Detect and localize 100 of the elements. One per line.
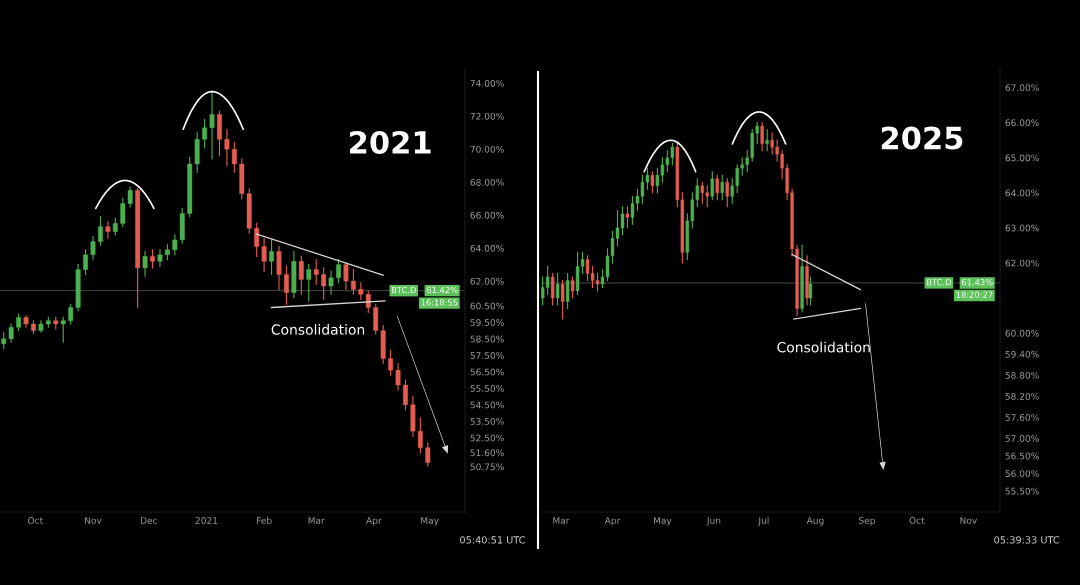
x-tick-label: Mar	[553, 517, 570, 524]
y-tick-label: 55.50%	[470, 385, 504, 392]
y-tick-label: 55.50%	[1005, 487, 1039, 495]
x-tick-label: Sep	[859, 517, 875, 526]
ref-line-label: BTC.D	[927, 279, 951, 286]
candlestick	[142, 250, 148, 277]
candlestick	[202, 118, 208, 149]
x-tick-label: Oct	[909, 517, 925, 524]
annotation: 18:20:27	[956, 291, 993, 298]
y-tick-label: 64.00%	[1005, 189, 1039, 197]
text: 05:39:33 UTC	[994, 536, 1060, 544]
text: 05:40:51 UTC	[460, 536, 525, 544]
candlestick	[395, 363, 401, 391]
candlestick	[650, 171, 655, 194]
y-tick-label: 51.60%	[470, 449, 504, 457]
candlestick	[306, 264, 312, 302]
candlestick	[625, 206, 630, 229]
x-tick-label: 2021	[195, 517, 218, 524]
candlestick	[98, 216, 103, 246]
annotation: 61.42%	[426, 286, 458, 294]
candlestick	[765, 129, 769, 152]
x-tick-label: Mar	[308, 517, 325, 524]
candlestick	[725, 178, 729, 208]
candlestick	[720, 174, 724, 201]
candlestick	[710, 171, 714, 201]
candlestick	[715, 174, 719, 201]
x-tick-label: Jul	[757, 516, 769, 526]
y-tick-label: 58.80%	[1005, 371, 1039, 379]
x-tick-label: Feb	[257, 516, 272, 524]
candlestick	[276, 245, 282, 290]
y-tick-label: 57.60%	[1005, 414, 1039, 421]
candlestick	[565, 272, 570, 310]
x-tick-label: May	[653, 517, 672, 526]
candlestick	[808, 276, 813, 306]
x-tick-label: Oct	[28, 517, 43, 524]
candlestick	[570, 276, 575, 299]
y-tick-label: 68.00%	[470, 178, 504, 186]
y-tick-label: 58.50%	[470, 335, 504, 343]
candlestick	[150, 249, 155, 269]
candlestick	[328, 270, 334, 295]
annotation: 61.43%	[961, 279, 993, 286]
candlestick	[298, 255, 304, 295]
candlestick	[60, 316, 66, 343]
y-tick-label: 57.50%	[470, 352, 504, 359]
y-tick-label: 62.00%	[470, 277, 504, 285]
candlestick	[269, 239, 274, 276]
candlestick	[550, 272, 555, 306]
y-tick-label: 60.00%	[1005, 329, 1039, 337]
y-tick-label: 56.50%	[470, 368, 504, 376]
y-tick-label: 62.00%	[1005, 259, 1039, 267]
x-tick-label: Dec	[140, 517, 157, 524]
x-tick-label: Jun	[706, 517, 721, 526]
y-tick-label: 59.50%	[470, 319, 504, 326]
y-tick-label: 60.50%	[470, 302, 504, 310]
y-tick-label: 54.50%	[470, 401, 504, 409]
candlestick	[760, 122, 764, 152]
candlestick	[350, 269, 356, 295]
candlestick	[83, 249, 88, 276]
candlestick	[90, 236, 96, 261]
candlestick	[336, 259, 341, 284]
candlestick	[105, 221, 111, 239]
y-tick-label: 58.20%	[1005, 392, 1039, 400]
candlestick	[560, 279, 565, 320]
annotation: 16:18:55	[421, 299, 458, 306]
y-tick-label: 65.00%	[1005, 154, 1039, 162]
y-tick-label: 56.50%	[1005, 452, 1039, 460]
y-tick-label: 57.00%	[1005, 435, 1039, 442]
y-tick-label: 72.00%	[470, 112, 504, 120]
y-tick-label: 64.00%	[470, 244, 504, 252]
y-tick-label: 53.50%	[470, 418, 504, 425]
annotation: Consolidation	[777, 341, 870, 353]
candlestick	[157, 249, 163, 267]
candlestick	[555, 272, 560, 306]
y-tick-label: 70.00%	[470, 145, 504, 153]
candlestick	[209, 90, 215, 160]
x-tick-label: Nov	[960, 517, 977, 524]
ref-line-label: BTC.D	[391, 286, 416, 294]
y-tick-label: 52.50%	[470, 434, 504, 442]
candlestick	[343, 262, 349, 290]
candlestick	[403, 379, 408, 411]
x-tick-label: Apr	[366, 517, 382, 526]
x-tick-label: May	[421, 517, 439, 526]
text: 2025	[881, 126, 963, 150]
candlestick	[388, 349, 394, 376]
y-tick-label: 66.00%	[1005, 119, 1039, 127]
candlestick	[425, 442, 431, 467]
x-tick-label: Apr	[604, 517, 621, 526]
y-tick-label: 56.00%	[1005, 470, 1039, 477]
x-tick-label: Nov	[85, 517, 102, 524]
candlestick	[700, 181, 705, 204]
candlestick	[313, 259, 319, 285]
x-tick-label: Aug	[806, 517, 824, 526]
y-tick-label: 66.00%	[470, 211, 504, 219]
text: 2021	[350, 130, 431, 155]
y-tick-label: 50.75%	[470, 463, 504, 471]
y-tick-label: 59.40%	[1005, 350, 1039, 358]
candlestick	[545, 265, 550, 296]
y-tick-label: 63.00%	[1005, 224, 1039, 232]
candlestick	[321, 267, 327, 300]
annotation: Consolidation	[271, 324, 365, 335]
